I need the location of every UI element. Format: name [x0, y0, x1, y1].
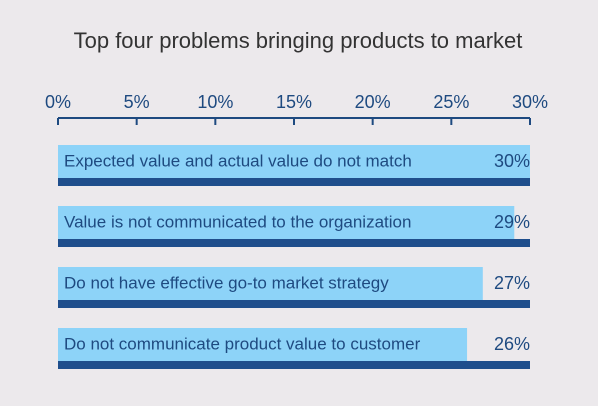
x-tick-label: 20% [355, 92, 391, 112]
value-label: 29% [494, 212, 530, 232]
x-tick-label: 0% [45, 92, 71, 112]
bar-track [58, 239, 530, 247]
bar [58, 328, 468, 361]
category-label: Expected value and actual value do not m… [64, 151, 412, 170]
bar [58, 206, 515, 239]
x-tick-label: 10% [197, 92, 233, 112]
x-tick-label: 30% [512, 92, 548, 112]
bar [58, 145, 530, 178]
x-tick-label: 25% [433, 92, 469, 112]
bar [58, 267, 483, 300]
category-label: Do not have effective go-to market strat… [64, 273, 389, 292]
bar-track [58, 300, 530, 308]
value-label: 30% [494, 151, 530, 171]
value-label: 27% [494, 273, 530, 293]
category-label: Value is not communicated to the organiz… [64, 212, 411, 231]
value-label: 26% [494, 334, 530, 354]
category-label: Do not communicate product value to cust… [64, 334, 421, 353]
x-tick-label: 15% [276, 92, 312, 112]
x-tick-label: 5% [124, 92, 150, 112]
chart-title: Top four problems bringing products to m… [74, 28, 523, 53]
bar-track [58, 361, 530, 369]
bar-track [58, 178, 530, 186]
